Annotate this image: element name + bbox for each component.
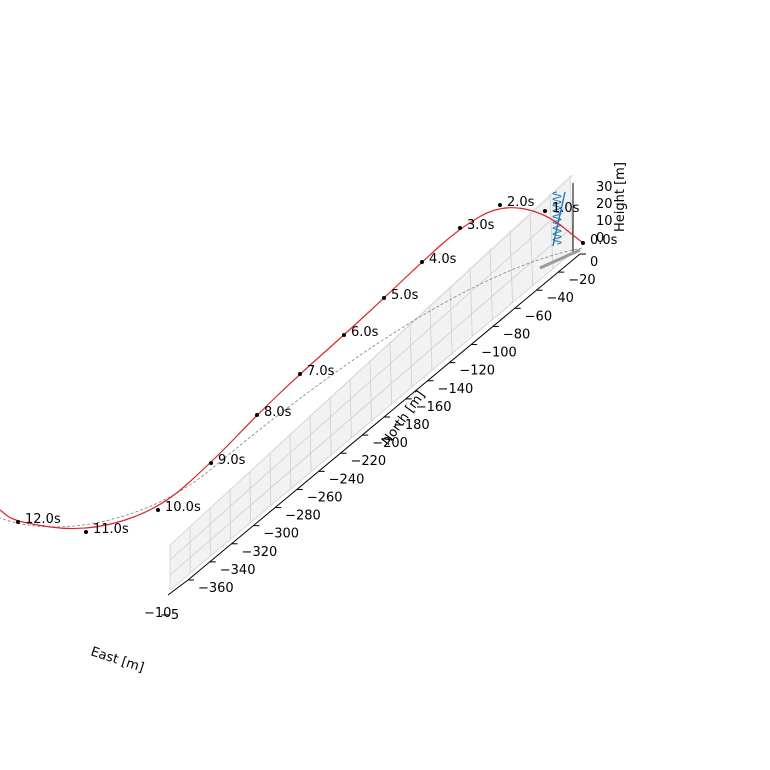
gridline-horizontal <box>169 174 574 546</box>
time-marker-label: 12.0s <box>25 512 61 527</box>
gridline-vertical <box>449 285 453 354</box>
north-tick-label: −240 <box>329 472 365 487</box>
east-tick-label: −5 <box>160 608 179 623</box>
gridline-vertical <box>409 322 413 388</box>
time-marker-label: 6.0s <box>351 325 379 340</box>
time-markers-layer: 0.0s 1.0s 2.0s 3.0s 4.0s 5.0s 6.0s 7.0s 8.0s 9.0s… <box>16 195 618 537</box>
north-tick-label: −280 <box>285 509 321 524</box>
gridline-vertical <box>329 396 332 455</box>
time-marker-label: 5.0s <box>391 288 419 303</box>
gridline-vertical <box>289 433 292 489</box>
flight-path-layer <box>0 207 584 530</box>
time-marker-label: 4.0s <box>429 252 457 267</box>
north-tick-label: −120 <box>459 364 495 379</box>
time-marker-label: 1.0s <box>552 201 580 216</box>
ground-track-layer <box>0 247 583 528</box>
gridline-horizontal <box>169 226 574 576</box>
time-marker-label: 7.0s <box>307 364 335 379</box>
time-marker-label: 2.0s <box>507 195 535 210</box>
north-tick-label: 0 <box>590 255 598 270</box>
ground-track-line <box>0 247 583 528</box>
gridline-vertical <box>549 193 554 269</box>
time-marker-dot <box>84 530 88 534</box>
north-tick-label: −140 <box>438 382 474 397</box>
north-tick-label: −20 <box>568 273 595 288</box>
gridline-vertical <box>429 304 433 371</box>
gridline-vertical <box>489 248 493 320</box>
north-tick-label: −300 <box>263 527 299 542</box>
north-tick-label: −220 <box>350 454 386 469</box>
launch-rail-helix <box>552 191 562 245</box>
tick-labels-layer: 0−20−40−60−80−100−120−140−160−180−200−22… <box>144 180 613 623</box>
time-marker-label: 0.0s <box>590 233 618 248</box>
north-tick-label: −160 <box>416 400 452 415</box>
time-marker-dot <box>581 241 585 245</box>
gridline-horizontal <box>169 200 574 561</box>
time-marker-label: 8.0s <box>264 405 292 420</box>
north-tick-label: −260 <box>307 490 343 505</box>
north-tick-label: −80 <box>503 327 530 342</box>
gridline-vertical <box>529 211 534 286</box>
height-tick-label: 20 <box>596 197 613 212</box>
time-marker-dot <box>209 461 213 465</box>
z-axis-label: Height [m] <box>613 162 628 232</box>
north-tick-label: −40 <box>546 291 573 306</box>
gridline-vertical <box>389 341 393 405</box>
gridlines <box>169 174 574 591</box>
north-tick-label: −60 <box>525 309 552 324</box>
time-marker-dot <box>342 333 346 337</box>
x-axis-label: East [m] <box>89 645 146 676</box>
east-tick-label: −10 <box>144 606 171 621</box>
time-marker-dot <box>16 520 20 524</box>
gridline-vertical <box>249 470 251 523</box>
time-marker-label: 3.0s <box>467 218 495 233</box>
launch-rail-layer <box>552 191 566 247</box>
launch-rail-line <box>552 191 566 247</box>
time-marker-dot <box>498 203 502 207</box>
time-marker-dot <box>458 226 462 230</box>
time-marker-dot <box>298 372 302 376</box>
height-tick-label: 10 <box>596 214 613 229</box>
gridline-horizontal <box>169 251 574 591</box>
launch-rail-shadow <box>539 248 581 270</box>
gridline-vertical <box>349 378 352 438</box>
north-tick-label: −180 <box>394 418 430 433</box>
time-marker-dot <box>543 209 547 213</box>
east-axis-line <box>167 579 189 596</box>
height-tick-label: 30 <box>596 180 613 195</box>
gridline-vertical <box>269 452 272 506</box>
time-marker-dot <box>255 413 259 417</box>
time-marker-label: 10.0s <box>165 500 201 515</box>
north-tick-label: −340 <box>220 563 256 578</box>
gridline-vertical <box>469 267 473 337</box>
flight-path-line <box>0 207 584 530</box>
time-marker-label: 9.0s <box>218 453 246 468</box>
gridline-vertical <box>509 230 513 303</box>
time-marker-label: 11.0s <box>93 522 129 537</box>
north-tick-label: −100 <box>481 346 517 361</box>
north-tick-label: −360 <box>198 581 234 596</box>
time-marker-dot <box>156 508 160 512</box>
north-tick-label: −320 <box>242 545 278 560</box>
north-tick-label: −200 <box>372 436 408 451</box>
gridline-vertical <box>309 415 312 472</box>
gridline-vertical <box>369 359 372 422</box>
time-marker-dot <box>420 260 424 264</box>
time-marker-dot <box>382 296 386 300</box>
height-tick-label: 0 <box>596 231 604 246</box>
